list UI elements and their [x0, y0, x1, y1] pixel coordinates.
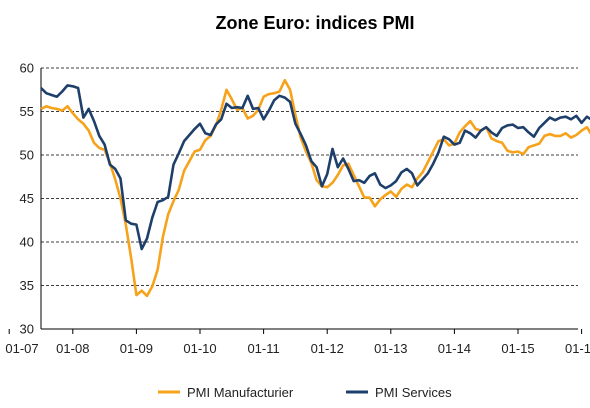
axes: 30 35 40 45 50 55 60 01-07 01-08 01-09 01-10 01-11 0…: [5, 61, 590, 357]
y-tick-label: 60: [20, 61, 34, 76]
y-tick-label: 30: [20, 322, 34, 337]
x-tick-label: 01-11: [247, 341, 279, 356]
series-line-pmi-services: [40, 84, 590, 251]
x-tick-label: 01-08: [56, 341, 89, 356]
series-lines: [40, 78, 590, 298]
y-tick-label: 35: [20, 278, 34, 293]
x-tick-label: 01-09: [120, 341, 153, 356]
x-tick-label: 01-10: [183, 341, 216, 356]
chart-title: Zone Euro: indices PMI: [215, 13, 414, 33]
grid: [41, 67, 578, 330]
y-tick-label: 40: [20, 235, 34, 250]
x-tick-label: 01-07: [5, 341, 38, 356]
legend-label-pmi-manufacturier: PMI Manufacturier: [187, 385, 294, 400]
x-tick-label: 01-13: [374, 341, 407, 356]
x-tick-label: 01-14: [438, 341, 471, 356]
legend-label-pmi-services: PMI Services: [375, 385, 452, 400]
y-tick-label: 50: [20, 148, 34, 163]
x-tick-label: 01-12: [311, 341, 344, 356]
legend: PMI Manufacturier PMI Services: [158, 385, 452, 400]
series-line-pmi-manufacturier: [40, 78, 590, 298]
y-tick-label: 55: [20, 104, 34, 119]
y-tick-label: 45: [20, 191, 34, 206]
x-tick-label: 01-16: [565, 341, 590, 356]
x-tick-label: 01-15: [501, 341, 534, 356]
